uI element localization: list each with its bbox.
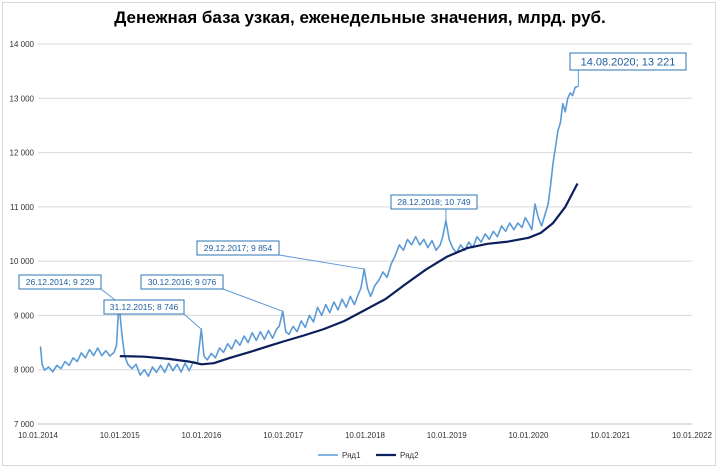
annotation-label: 29.12.2017; 9 854 xyxy=(204,243,273,253)
y-tick-label: 14 000 xyxy=(10,40,35,49)
y-tick-label: 7 000 xyxy=(14,420,35,429)
x-tick-label: 10.01.2018 xyxy=(345,431,386,440)
chart-frame xyxy=(2,2,716,466)
x-tick-label: 10.01.2022 xyxy=(672,431,713,440)
annotation-box xyxy=(569,52,687,71)
x-tick-label: 10.01.2017 xyxy=(263,431,304,440)
x-tick-label: 10.01.2021 xyxy=(590,431,631,440)
x-tick-label: 10.01.2014 xyxy=(18,431,59,440)
annotation-label: 26.12.2014; 9 229 xyxy=(26,277,95,287)
annotation-box xyxy=(196,240,280,256)
x-tick-label: 10.01.2020 xyxy=(508,431,549,440)
y-tick-label: 10 000 xyxy=(10,257,35,266)
annotation-label: 28.12.2018; 10 749 xyxy=(397,197,471,207)
annotation-label: 31.12.2015; 8 746 xyxy=(110,302,179,312)
series-line-2 xyxy=(119,182,579,366)
y-tick-label: 9 000 xyxy=(14,311,35,320)
x-tick-label: 10.01.2015 xyxy=(100,431,141,440)
series-line-1 xyxy=(39,85,579,377)
annotation-leader xyxy=(183,313,202,330)
x-tick-label: 10.01.2019 xyxy=(427,431,468,440)
annotation-box xyxy=(103,299,185,315)
legend-label-1: Ряд1 xyxy=(342,451,361,460)
legend-label-2: Ряд2 xyxy=(400,451,419,460)
y-tick-label: 11 000 xyxy=(10,203,34,212)
annotation-box xyxy=(390,194,478,210)
y-tick-label: 12 000 xyxy=(10,149,35,158)
x-tick-label: 10.01.2016 xyxy=(181,431,222,440)
annotation-leader xyxy=(278,254,365,270)
annotation-box xyxy=(18,274,102,290)
annotation-leader xyxy=(222,288,284,312)
annotation-label: 30.12.2016; 9 076 xyxy=(148,277,217,287)
y-tick-label: 13 000 xyxy=(10,94,35,103)
chart-title: Денежная база узкая, еженедельные значен… xyxy=(114,8,606,27)
annotation-label: 14.08.2020; 13 221 xyxy=(581,57,676,69)
annotation-box xyxy=(140,274,224,290)
y-tick-label: 8 000 xyxy=(14,366,35,375)
